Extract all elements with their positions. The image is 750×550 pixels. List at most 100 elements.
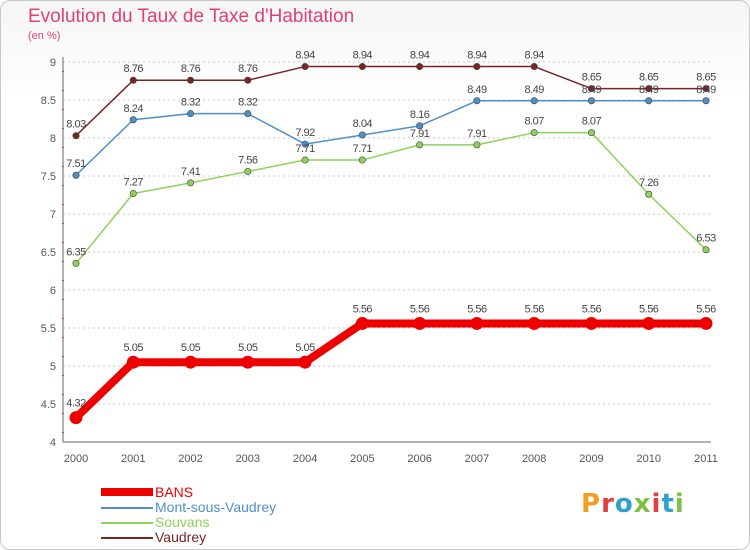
y-tick-label: 8.5	[41, 95, 56, 107]
data-label-souvans: 8.07	[582, 116, 602, 128]
data-label-mont-sous-vaudrey: 8.49	[696, 84, 716, 96]
x-tick-label: 2007	[465, 453, 489, 465]
y-tick-label: 6	[50, 285, 56, 297]
logo-letter: t	[661, 489, 675, 519]
data-point-vaudrey	[129, 76, 137, 84]
data-label-mont-sous-vaudrey: 8.49	[467, 84, 487, 96]
data-point-mont-sous-vaudrey	[187, 110, 195, 118]
data-point-vaudrey	[645, 85, 653, 93]
data-point-vaudrey	[301, 63, 309, 71]
data-label-bans: 5.05	[295, 342, 315, 354]
data-point-souvans	[187, 179, 195, 187]
data-label-vaudrey: 8.65	[582, 72, 602, 84]
data-label-vaudrey: 8.94	[467, 50, 487, 62]
data-point-souvans	[72, 259, 80, 267]
data-label-bans: 5.56	[582, 303, 602, 315]
x-tick-label: 2001	[121, 453, 145, 465]
y-tick-label: 9	[50, 57, 56, 69]
data-label-bans: 5.05	[238, 342, 258, 354]
data-label-souvans: 7.71	[295, 143, 315, 155]
data-point-vaudrey	[530, 63, 538, 71]
data-point-souvans	[416, 141, 424, 149]
y-tick-label: 4	[50, 437, 56, 449]
legend-label-vaudrey: Vaudrey	[155, 529, 207, 545]
data-point-mont-sous-vaudrey	[702, 97, 710, 105]
data-label-souvans: 7.91	[410, 128, 430, 140]
y-tick-label: 7.5	[41, 171, 56, 183]
chart-title: Evolution du Taux de Taxe d'Habitation	[28, 6, 355, 27]
x-tick-label: 2010	[636, 453, 660, 465]
data-point-mont-sous-vaudrey	[645, 97, 653, 105]
data-label-souvans: 7.56	[238, 154, 258, 166]
data-label-souvans: 7.91	[467, 128, 487, 140]
data-label-mont-sous-vaudrey: 7.51	[66, 158, 86, 170]
data-point-bans	[470, 316, 484, 330]
data-label-bans: 4.32	[66, 398, 86, 410]
logo-letter: o	[614, 489, 634, 519]
data-label-vaudrey: 8.94	[410, 50, 430, 62]
data-point-bans	[413, 316, 427, 330]
y-tick-label: 8	[50, 133, 56, 145]
data-label-souvans: 7.71	[353, 143, 373, 155]
data-point-bans	[355, 316, 369, 330]
data-point-bans	[584, 316, 598, 330]
logo-letter: i	[674, 489, 685, 519]
data-point-vaudrey	[358, 63, 366, 71]
data-label-mont-sous-vaudrey: 8.24	[124, 103, 144, 115]
data-label-bans: 5.56	[410, 303, 430, 315]
data-label-bans: 5.56	[467, 303, 487, 315]
data-label-vaudrey: 8.94	[353, 50, 373, 62]
x-tick-label: 2008	[522, 453, 546, 465]
x-tick-label: 2011	[694, 453, 718, 465]
y-unit-label: (en %)	[28, 30, 61, 42]
data-label-souvans: 8.07	[524, 116, 544, 128]
data-point-souvans	[301, 156, 309, 164]
legend-swatch-souvans	[101, 522, 153, 524]
data-point-bans	[642, 316, 656, 330]
data-point-souvans	[129, 189, 137, 197]
data-point-souvans	[530, 129, 538, 137]
x-tick-label: 2006	[407, 453, 431, 465]
y-tick-label: 5.5	[41, 323, 56, 335]
x-tick-label: 2000	[64, 453, 88, 465]
data-point-bans	[126, 355, 140, 369]
data-point-mont-sous-vaudrey	[72, 171, 80, 179]
data-point-bans	[69, 411, 83, 425]
data-point-souvans	[244, 167, 252, 175]
data-label-vaudrey: 8.65	[639, 72, 659, 84]
logo-letter: i	[651, 489, 662, 519]
legend-swatch-vaudrey	[101, 537, 153, 539]
data-label-souvans: 6.53	[696, 233, 716, 245]
series-line-mont-sous-vaudrey	[75, 100, 707, 176]
data-point-bans	[527, 316, 541, 330]
logo-letter: r	[601, 489, 615, 519]
data-point-mont-sous-vaudrey	[129, 116, 137, 124]
data-point-vaudrey	[244, 76, 252, 84]
x-tick-label: 2004	[293, 453, 317, 465]
logo-letter: P	[581, 489, 602, 519]
data-point-mont-sous-vaudrey	[530, 97, 538, 105]
legend-swatch-bans	[101, 488, 153, 496]
data-point-souvans	[358, 156, 366, 164]
data-point-mont-sous-vaudrey	[301, 140, 309, 148]
data-point-vaudrey	[473, 63, 481, 71]
data-label-bans: 5.05	[181, 342, 201, 354]
data-point-mont-sous-vaudrey	[244, 110, 252, 118]
data-point-vaudrey	[702, 85, 710, 93]
logo-letter: x	[633, 489, 652, 519]
data-label-bans: 5.56	[639, 303, 659, 315]
data-point-souvans	[645, 190, 653, 198]
data-point-bans	[298, 355, 312, 369]
data-point-bans	[699, 316, 713, 330]
data-label-mont-sous-vaudrey: 8.04	[353, 118, 373, 130]
data-label-vaudrey: 8.94	[295, 50, 315, 62]
data-point-vaudrey	[587, 85, 595, 93]
data-label-bans: 5.56	[353, 303, 373, 315]
data-label-bans: 5.05	[124, 342, 144, 354]
data-label-mont-sous-vaudrey: 8.16	[410, 109, 430, 121]
data-label-mont-sous-vaudrey: 8.49	[524, 84, 544, 96]
data-point-mont-sous-vaudrey	[473, 97, 481, 105]
legend-swatch-mont-sous-vaudrey	[101, 507, 153, 509]
